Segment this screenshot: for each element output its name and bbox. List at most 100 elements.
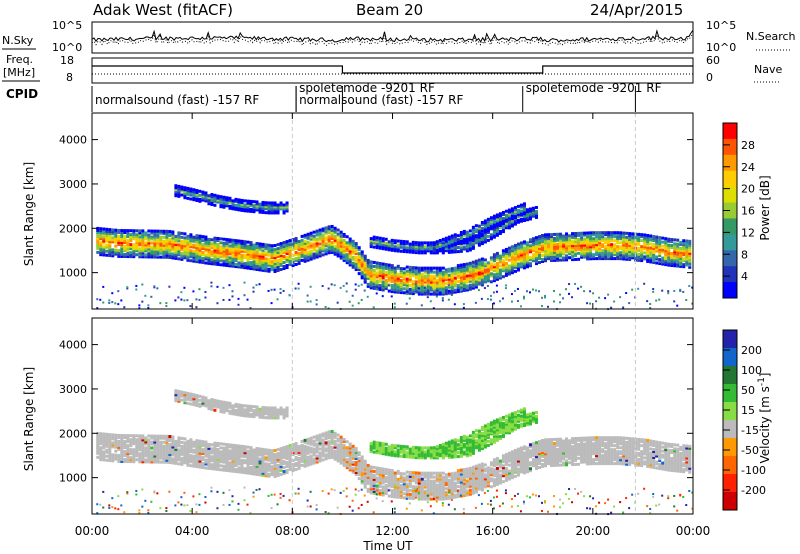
power-cell — [544, 235, 548, 239]
power-cell — [159, 239, 163, 243]
power-cell — [562, 244, 566, 248]
velocity-cell — [243, 469, 247, 473]
power-cell — [414, 270, 418, 274]
velocity-cell — [243, 451, 247, 455]
power-cell — [640, 233, 644, 237]
power-cell — [411, 250, 415, 254]
power-cell — [138, 237, 142, 241]
power-cell — [444, 286, 447, 289]
velocity-cell — [291, 453, 295, 457]
power-cell — [162, 247, 166, 251]
power-cell — [495, 284, 498, 287]
power-cell — [228, 238, 232, 242]
power-cell — [258, 283, 261, 286]
velocity-cell — [330, 455, 334, 459]
power-cell — [459, 263, 463, 267]
power-cell — [312, 230, 316, 234]
velocity-cell — [198, 445, 202, 449]
power-cell — [285, 248, 289, 252]
velocity-cell — [381, 489, 385, 493]
power-cell — [384, 283, 388, 287]
power-cell — [604, 239, 608, 243]
power-cell — [273, 268, 277, 272]
velocity-cell — [180, 456, 184, 460]
power-cell — [462, 271, 466, 275]
power-cell — [129, 255, 133, 259]
velocity-cell — [285, 471, 289, 475]
power-cell — [640, 251, 644, 255]
velocity-cell — [123, 436, 127, 440]
power-cell — [489, 272, 493, 276]
power-cell — [489, 264, 493, 268]
power-cell — [333, 240, 337, 244]
power-cell — [297, 253, 301, 257]
power-cell — [177, 190, 181, 194]
power-cell — [246, 199, 250, 203]
power-cell — [423, 241, 427, 245]
velocity-cell — [219, 408, 223, 412]
power-cell — [411, 242, 415, 246]
velocity-cell — [180, 460, 184, 464]
velocity-cell — [231, 459, 235, 463]
power-cell — [559, 244, 563, 248]
power-cell — [378, 238, 382, 242]
power-cell — [252, 204, 256, 208]
power-cell — [631, 244, 635, 248]
velocity-cell — [207, 401, 211, 405]
power-cell — [610, 245, 614, 249]
power-cell — [483, 225, 487, 229]
power-cell — [174, 254, 178, 258]
power-cell — [450, 250, 454, 254]
power-cell — [306, 236, 310, 240]
power-cell — [474, 265, 478, 269]
power-cell — [628, 238, 632, 242]
power-cell — [273, 211, 277, 215]
power-cell — [189, 259, 193, 263]
velocity-cell — [351, 454, 355, 458]
power-cell — [162, 253, 166, 257]
power-cell — [234, 259, 238, 263]
velocity-cell — [222, 406, 226, 410]
velocity-cell — [219, 458, 223, 462]
power-cell — [102, 253, 106, 257]
power-cell — [276, 261, 280, 265]
power-cell — [513, 206, 517, 210]
velocity-cell — [369, 485, 373, 489]
velocity-cell — [105, 450, 109, 454]
velocity-cell — [366, 469, 370, 473]
velocity-cell — [228, 443, 232, 447]
power-cell — [201, 194, 205, 198]
power-cell — [261, 202, 265, 206]
velocity-cell — [249, 450, 253, 454]
power-cell — [381, 284, 385, 288]
power-cell — [519, 263, 523, 267]
power-cell — [192, 255, 196, 259]
power-cell — [420, 304, 423, 307]
velocity-cell — [306, 459, 310, 463]
velocity-cell — [375, 480, 379, 484]
power-cell — [174, 186, 178, 190]
power-cell — [471, 240, 475, 244]
velocity-cell — [354, 455, 358, 459]
power-cell — [531, 208, 535, 212]
power-cell — [231, 252, 235, 256]
power-cell — [507, 250, 511, 254]
velocity-cell — [384, 486, 388, 490]
power-cell — [294, 241, 298, 245]
power-cell — [519, 257, 523, 261]
power-cell — [423, 290, 427, 294]
velocity-cell — [273, 408, 277, 412]
power-cell — [525, 263, 529, 267]
power-cell — [625, 255, 629, 259]
power-cell — [99, 229, 103, 233]
power-cell — [519, 211, 523, 215]
power-cell — [102, 251, 106, 255]
power-cell — [387, 242, 391, 246]
power-cell — [333, 284, 336, 287]
power-cell — [249, 243, 253, 247]
colorbar-swatch — [723, 282, 737, 299]
velocity-cell — [210, 443, 214, 447]
velocity-cell — [204, 446, 208, 450]
power-cell — [144, 294, 147, 297]
velocity-cell — [189, 442, 193, 446]
